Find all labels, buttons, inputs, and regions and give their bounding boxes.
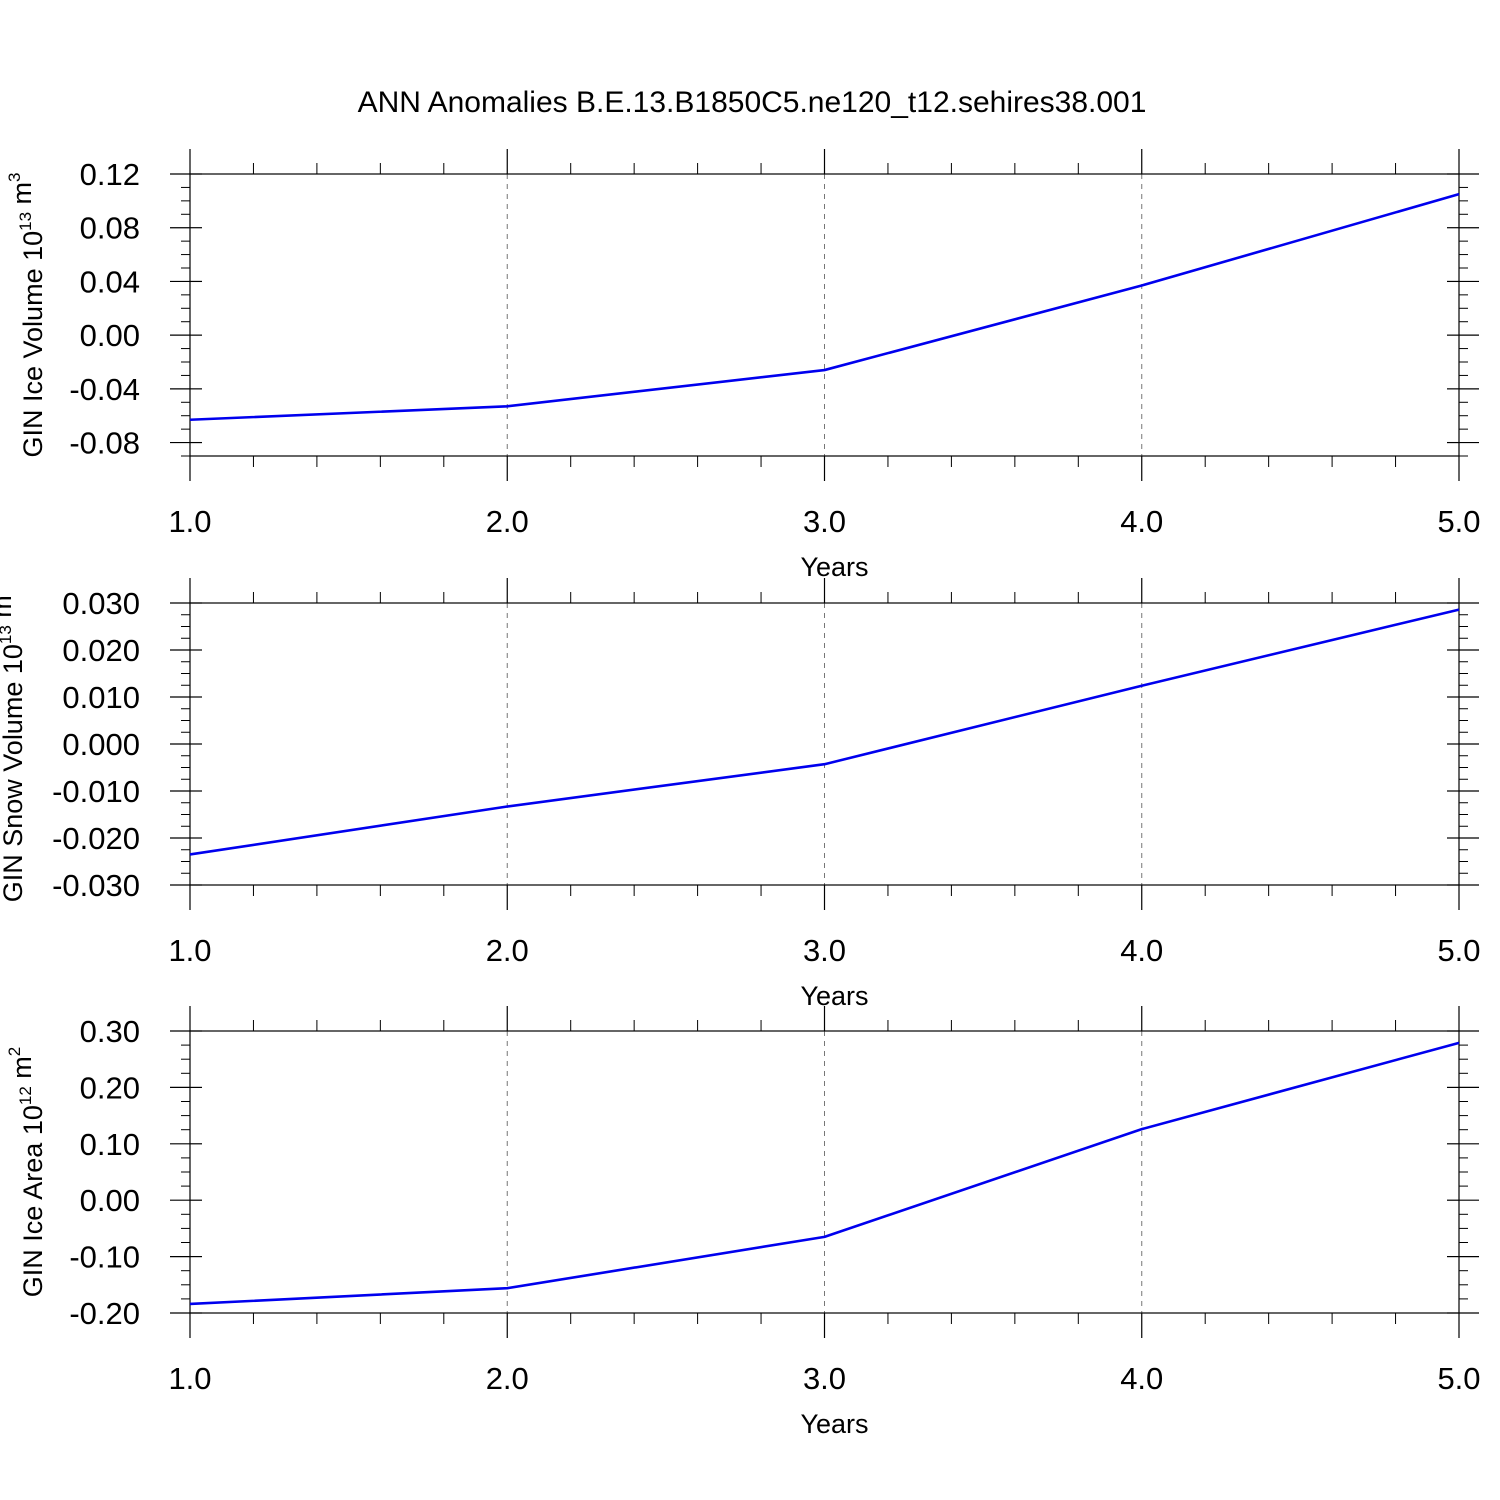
y-tick-label: 0.030 [62,586,140,621]
y-axis-label: GIN Ice Volume 1013 m3 [5,172,48,457]
x-tick-label: 5.0 [1437,1361,1480,1396]
y-tick-label: -0.04 [69,372,140,407]
x-tick-label: 3.0 [803,933,846,968]
y-tick-label: 0.00 [80,318,140,353]
x-tick-label: 4.0 [1120,1361,1163,1396]
y-tick-label: -0.030 [52,868,140,903]
x-tick-label: 3.0 [803,504,846,539]
panel-3: 0.30 0.20 0.10 0.00 -0.10 -0.20 1.0 2.0 3.0 4.0 5.… [5,1006,1481,1439]
x-axis-label: Years [800,1409,868,1439]
y-tick-label: 0.08 [80,211,140,246]
y-tick-label: 0.00 [80,1183,140,1218]
y-tick-label: 0.30 [80,1014,140,1049]
x-tick-label: 4.0 [1120,504,1163,539]
y-tick-label: -0.08 [69,426,140,461]
y-tick-label: 0.020 [62,633,140,668]
x-tick-label: 2.0 [486,1361,529,1396]
x-tick-label: 4.0 [1120,933,1163,968]
y-tick-label: 0.04 [80,264,140,299]
y-tick-label: 0.000 [62,727,140,762]
y-tick-label: -0.20 [69,1296,140,1331]
y-tick-label: 0.12 [80,157,140,192]
y-tick-label: 0.10 [80,1127,140,1162]
x-axis-label: Years [800,981,868,1011]
x-tick-label: 2.0 [486,504,529,539]
x-axis-label: Years [800,552,868,582]
x-tick-label: 3.0 [803,1361,846,1396]
y-tick-label: -0.020 [52,821,140,856]
y-tick-label: -0.010 [52,774,140,809]
y-axis-label: GIN Ice Area 1012 m2 [5,1047,48,1298]
x-tick-label: 5.0 [1437,504,1480,539]
x-tick-label: 1.0 [168,504,211,539]
x-tick-label: 5.0 [1437,933,1480,968]
y-tick-label: 0.20 [80,1070,140,1105]
y-tick-label: 0.010 [62,680,140,715]
x-tick-label: 1.0 [168,1361,211,1396]
panels: 0.12 0.08 0.04 0.00 -0.04 -0.08 1.0 2.0 3.0 4.0 5.… [0,149,1481,1439]
x-tick-label: 1.0 [168,933,211,968]
figure-title: ANN Anomalies B.E.13.B1850C5.ne120_t12.s… [358,86,1147,119]
y-axis-label: GIN Snow Volume 1013 m3 [0,586,28,903]
x-tick-label: 2.0 [486,933,529,968]
panel-1: 0.12 0.08 0.04 0.00 -0.04 -0.08 1.0 2.0 3.0 4.0 5.… [5,149,1481,582]
y-tick-label: -0.10 [69,1240,140,1275]
panel-2: 0.030 0.020 0.010 0.000 -0.010 -0.020 -0.030 1.… [0,578,1481,1011]
